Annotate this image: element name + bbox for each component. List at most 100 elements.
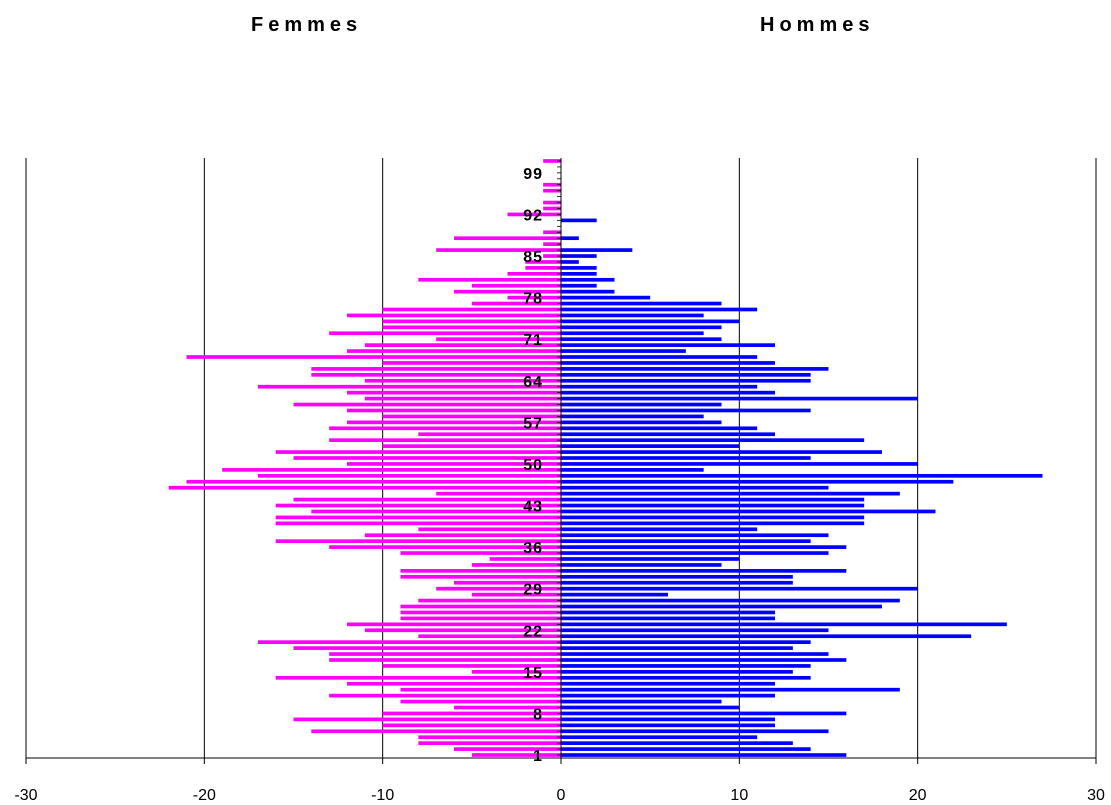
bar-hommes — [561, 699, 722, 704]
bar-femmes — [329, 545, 561, 549]
bar-femmes — [507, 272, 561, 276]
bar-femmes — [329, 652, 561, 656]
bar-femmes — [382, 664, 561, 668]
bar-femmes — [311, 729, 561, 734]
bar-femmes — [186, 479, 561, 484]
bar-hommes — [561, 735, 758, 740]
x-tick-label: 0 — [557, 787, 566, 804]
bar-hommes — [561, 604, 882, 609]
bar-femmes — [382, 444, 561, 448]
bar-hommes — [561, 456, 811, 460]
bar-femmes — [418, 527, 561, 532]
age-tick-label: 50 — [523, 457, 543, 474]
bar-femmes — [347, 681, 561, 686]
bar-hommes — [561, 390, 775, 395]
bar-femmes — [311, 509, 561, 514]
bar-femmes — [275, 539, 561, 544]
bar-hommes — [561, 574, 793, 579]
bar-femmes — [454, 705, 561, 710]
bar-femmes — [382, 723, 561, 728]
title-hommes: Hommes — [760, 14, 875, 36]
bar-hommes — [561, 349, 686, 353]
bar-hommes — [561, 277, 615, 282]
title-femmes: Femmes — [251, 14, 363, 36]
bar-hommes — [561, 527, 758, 532]
x-tick-label: -20 — [193, 787, 216, 804]
bar-femmes — [400, 604, 561, 609]
bar-hommes — [561, 218, 597, 223]
age-tick-label: 15 — [523, 665, 543, 682]
bar-femmes — [471, 283, 561, 288]
bar-femmes — [275, 515, 561, 520]
bar-femmes — [311, 367, 561, 371]
bar-femmes — [400, 569, 561, 573]
bar-hommes — [561, 337, 722, 342]
bar-femmes — [471, 592, 561, 597]
bar-hommes — [561, 248, 633, 252]
bar-femmes — [454, 747, 561, 751]
bar-hommes — [561, 402, 722, 407]
bar-hommes — [561, 664, 811, 668]
x-tick-label: 20 — [909, 787, 927, 804]
bar-femmes — [471, 753, 561, 757]
bar-hommes — [561, 533, 829, 538]
bar-femmes — [168, 485, 561, 490]
bar-hommes — [561, 705, 740, 710]
bar-femmes — [400, 551, 561, 555]
bar-hommes — [561, 236, 579, 241]
bar-hommes — [561, 438, 865, 443]
bar-hommes — [561, 545, 847, 549]
bar-femmes — [543, 230, 561, 235]
bar-femmes — [257, 640, 561, 644]
bar-femmes — [382, 307, 561, 312]
bar-femmes — [454, 580, 561, 585]
age-tick-label: 78 — [523, 291, 543, 308]
bar-femmes — [400, 687, 561, 692]
bar-femmes — [543, 188, 561, 193]
bar-hommes — [561, 675, 811, 680]
bar-femmes — [347, 462, 561, 466]
bar-femmes — [400, 610, 561, 615]
bar-femmes — [382, 711, 561, 716]
bar-hommes — [561, 658, 847, 662]
bar-hommes — [561, 301, 722, 306]
age-tick-label: 29 — [523, 582, 543, 599]
bar-hommes — [561, 473, 1043, 478]
bar-hommes — [561, 592, 668, 597]
bar-hommes — [561, 289, 615, 294]
x-tick-label: -30 — [14, 787, 37, 804]
bar-hommes — [561, 741, 793, 745]
bar-femmes — [507, 295, 561, 300]
bar-femmes — [418, 634, 561, 639]
bar-femmes — [525, 260, 561, 264]
bar-hommes — [561, 295, 651, 300]
age-tick-label: 57 — [523, 415, 543, 432]
bar-femmes — [347, 420, 561, 425]
bar-hommes — [561, 687, 900, 692]
bar-femmes — [471, 563, 561, 567]
bar-hommes — [561, 557, 740, 561]
bar-hommes — [561, 491, 900, 496]
bar-femmes — [543, 242, 561, 246]
bar-femmes — [364, 343, 561, 347]
bar-hommes — [561, 485, 829, 490]
age-tick-label: 8 — [533, 706, 543, 723]
bar-femmes — [347, 390, 561, 395]
bar-femmes — [543, 254, 561, 258]
bar-hommes — [561, 396, 918, 401]
bar-hommes — [561, 319, 740, 324]
bar-femmes — [257, 473, 561, 478]
bar-femmes — [543, 206, 561, 211]
bar-femmes — [329, 426, 561, 431]
bar-femmes — [400, 699, 561, 704]
bar-hommes — [561, 628, 829, 633]
bar-hommes — [561, 426, 758, 431]
bar-femmes — [257, 384, 561, 389]
bar-femmes — [293, 646, 561, 650]
bar-hommes — [561, 521, 865, 526]
bar-hommes — [561, 610, 775, 615]
bar-femmes — [293, 456, 561, 460]
bar-hommes — [561, 408, 811, 413]
bar-hommes — [561, 266, 597, 270]
bar-hommes — [561, 497, 865, 502]
